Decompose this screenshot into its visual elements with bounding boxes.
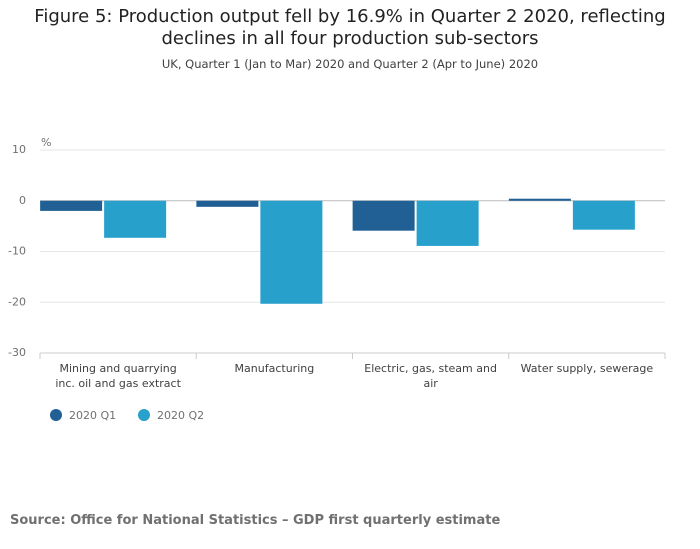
legend-label: 2020 Q1 — [69, 409, 116, 422]
legend-marker — [138, 409, 150, 421]
y-tick-label: -20 — [8, 295, 26, 308]
y-tick-label: 10 — [12, 143, 26, 156]
chart-subtitle: UK, Quarter 1 (Jan to Mar) 2020 and Quar… — [161, 57, 539, 71]
legend-label: 2020 Q2 — [157, 409, 204, 422]
x-tick-label: Water supply, sewerage — [520, 362, 654, 375]
y-axis-label: % — [41, 136, 51, 149]
legend-marker — [50, 409, 62, 421]
bar — [416, 200, 479, 246]
bar — [508, 198, 571, 201]
bar — [196, 200, 259, 207]
bar — [352, 200, 415, 231]
chart-title: Figure 5: Production output fell by 16.9… — [34, 6, 666, 49]
bar — [572, 200, 635, 230]
y-tick-label: 0 — [19, 194, 26, 207]
bar — [260, 200, 323, 304]
y-tick-label: -30 — [8, 346, 26, 359]
x-tick-label: Electric, gas, steam and air — [364, 362, 497, 390]
bar — [104, 200, 167, 238]
bar — [40, 200, 103, 211]
y-tick-label: -10 — [8, 245, 26, 258]
x-tick-label: Manufacturing — [234, 362, 315, 375]
x-tick-label: Mining and quarrying inc. oil and gas ex… — [55, 362, 181, 390]
source: Source: Office for National Statistics –… — [10, 513, 501, 528]
